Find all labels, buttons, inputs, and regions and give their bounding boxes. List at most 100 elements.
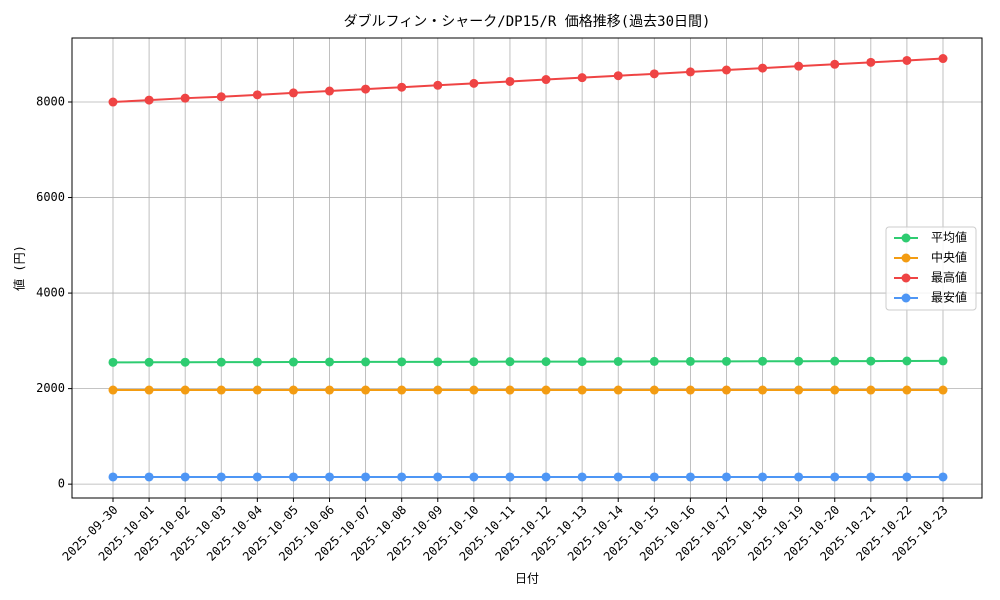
point [505,385,515,395]
point [902,472,912,482]
point [577,357,587,367]
legend-label: 最安値 [931,290,967,305]
point [541,357,551,367]
legend-label: 最高値 [931,270,967,285]
point [938,385,948,395]
point [938,356,948,366]
y-tick-label: 0 [58,477,65,491]
point [216,357,226,367]
legend-label: 中央値 [931,250,967,265]
point [721,472,731,482]
point [288,472,298,482]
point [433,357,443,367]
point [902,356,912,366]
point [613,385,623,395]
point [613,71,623,81]
point [361,357,371,367]
point [180,93,190,103]
point [216,385,226,395]
point [252,385,262,395]
point [649,472,659,482]
point [108,357,118,367]
point [469,472,479,482]
point [830,472,840,482]
point [721,356,731,366]
y-tick-label: 6000 [36,190,65,204]
point [325,472,335,482]
point [108,385,118,395]
legend-box [885,226,977,311]
point [902,385,912,395]
point [866,472,876,482]
x-axis-label: 日付 [515,572,539,586]
point [794,61,804,71]
point [794,385,804,395]
point [361,472,371,482]
point [505,357,515,367]
point [288,88,298,98]
point [866,356,876,366]
point [433,80,443,90]
point [721,65,731,75]
point [758,356,768,366]
point [180,385,190,395]
point [252,472,262,482]
point [469,357,479,367]
point [685,385,695,395]
point [541,385,551,395]
point [649,356,659,366]
point [397,82,407,92]
point [721,385,731,395]
y-tick-label: 2000 [36,381,65,395]
legend-marker [901,273,911,283]
series-line [112,57,944,104]
point [758,63,768,73]
point [685,67,695,77]
point [433,385,443,395]
point [361,84,371,94]
point [577,385,587,395]
point [866,57,876,67]
legend-marker [901,233,911,243]
point [794,472,804,482]
point [902,55,912,65]
legend-marker [901,293,911,303]
point [397,472,407,482]
point [288,385,298,395]
chart-title: ダブルフィン・シャーク/DP15/R 価格推移(過去30日間) [344,13,711,30]
point [758,472,768,482]
point [252,90,262,100]
legend-marker [901,253,911,263]
point [433,472,443,482]
point [325,86,335,96]
point [325,385,335,395]
series-line [112,359,944,364]
point [180,357,190,367]
point [144,385,154,395]
y-tick-label: 4000 [36,286,65,300]
point [541,75,551,85]
point [613,356,623,366]
point [541,472,551,482]
point [685,472,695,482]
point [108,97,118,107]
point [938,472,948,482]
y-tick-label: 8000 [36,95,65,109]
point [685,356,695,366]
point [505,76,515,86]
point [866,385,876,395]
point [469,78,479,88]
point [361,385,371,395]
point [613,472,623,482]
point [649,385,659,395]
point [830,59,840,69]
point [830,356,840,366]
legend-label: 平均値 [931,230,967,245]
point [577,472,587,482]
point [830,385,840,395]
point [108,472,118,482]
point [216,92,226,102]
point [144,357,154,367]
point [325,357,335,367]
